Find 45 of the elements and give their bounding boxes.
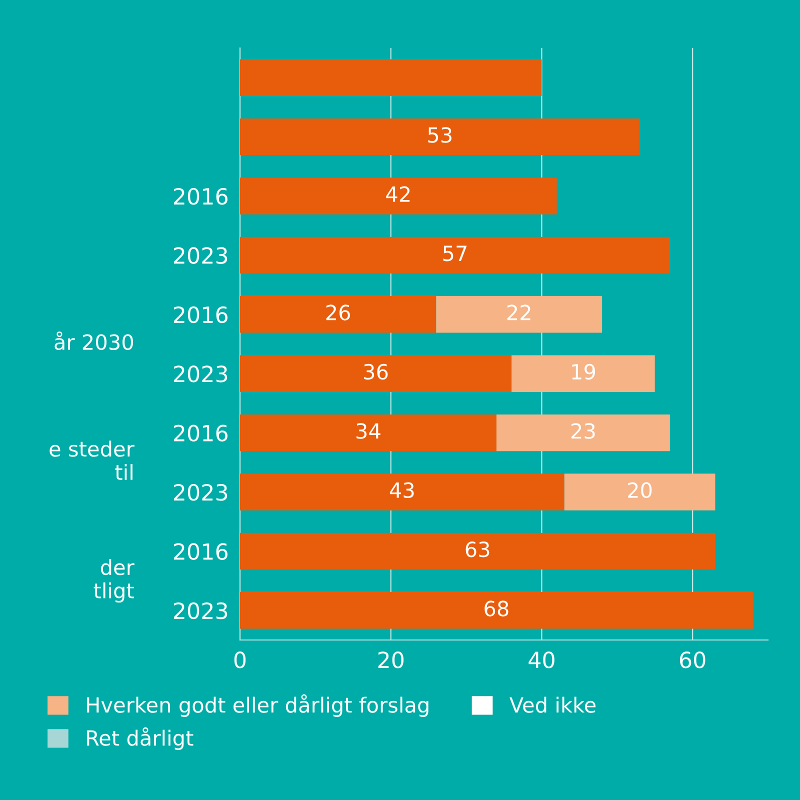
- bar: [240, 178, 557, 214]
- data-label: 36: [364, 364, 388, 380]
- data-label: 57: [443, 246, 466, 262]
- bar: [564, 474, 716, 510]
- y-tick-label: 2016: [174, 188, 228, 205]
- y-tick-label: 2023: [174, 602, 228, 620]
- bar: [496, 414, 670, 452]
- x-tick-label: 60: [680, 652, 706, 668]
- y-tick-label: 2023: [174, 366, 228, 382]
- bar: [240, 592, 753, 629]
- data-label: 34: [356, 423, 380, 439]
- bar: [240, 355, 512, 392]
- data-label: 42: [386, 186, 410, 202]
- data-label: 26: [326, 304, 350, 320]
- bar: [512, 355, 655, 392]
- y-tick-label: 2023: [174, 484, 228, 501]
- bar: [436, 296, 602, 333]
- data-label: 43: [390, 482, 414, 498]
- text: der tligt: [94, 559, 134, 603]
- bar: [240, 236, 670, 274]
- bar: [240, 296, 436, 333]
- x-tick-label: 40: [528, 652, 554, 668]
- bar: [240, 474, 564, 510]
- x-tick-label: 20: [378, 652, 404, 668]
- bar: [240, 414, 496, 452]
- y-tick-label: 2016: [174, 543, 228, 560]
- data-label: 20: [628, 482, 652, 498]
- bar: [240, 532, 716, 570]
- data-label: 53: [428, 127, 452, 143]
- legend-label: Ved ikke: [510, 696, 596, 713]
- data-label: 19: [572, 364, 595, 380]
- y-tick-label: 2016: [174, 424, 228, 442]
- data-label: 63: [466, 541, 490, 558]
- legend-label: Ret dårligt: [87, 727, 194, 750]
- y-tick-label: 2023: [174, 247, 228, 264]
- data-label: 22: [507, 304, 530, 320]
- data-label: 68: [484, 600, 508, 616]
- text: e steder til: [50, 440, 134, 480]
- x-tick-label: 0: [234, 652, 246, 668]
- y-tick-label: 2016: [174, 306, 228, 324]
- data-label: 23: [571, 423, 595, 439]
- bar: [240, 118, 640, 156]
- text: år 2030: [54, 331, 134, 350]
- bar: [240, 59, 542, 96]
- legend-label: Hverken godt eller dårligt forslag: [87, 694, 428, 717]
